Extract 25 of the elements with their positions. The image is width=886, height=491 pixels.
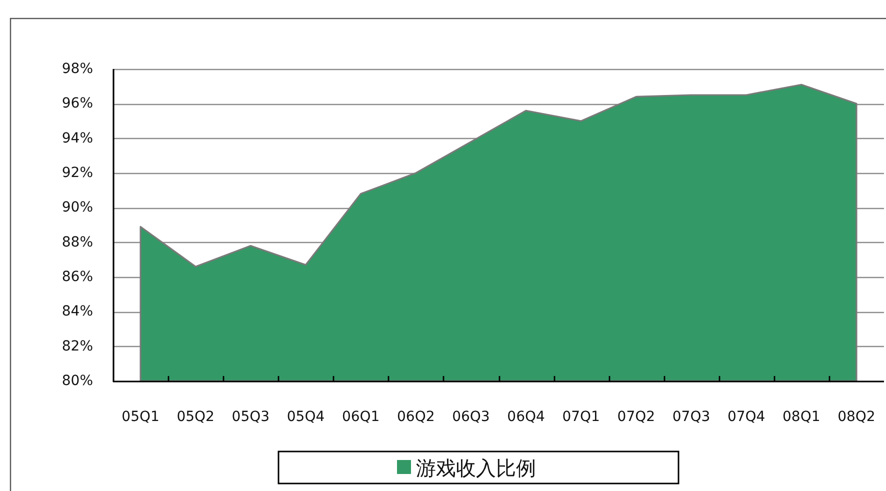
y-tick-label: 86% [62,269,93,285]
x-tick-label: 06Q2 [397,409,435,425]
x-tick-label: 05Q3 [232,409,270,425]
x-tick-label: 05Q1 [122,409,160,425]
y-tick-label: 98% [62,61,93,77]
y-tick-label: 94% [62,130,93,146]
x-tick-label: 06Q4 [507,409,545,425]
legend: 游戏收入比例 [278,450,680,484]
x-tick-label: 07Q4 [727,409,766,425]
x-tick-label: 07Q1 [562,409,600,425]
y-tick-label: 90% [62,200,93,216]
x-tick-label: 08Q1 [782,409,820,425]
y-tick-label: 80% [62,373,93,389]
y-tick-label: 84% [62,304,93,320]
y-tick-label: 82% [62,338,93,354]
x-tick-label: 07Q3 [672,409,710,425]
x-tick-label: 05Q4 [286,409,325,425]
x-tick-label: 06Q1 [342,409,380,425]
x-tick-label: 05Q2 [176,409,214,425]
x-tick-label: 06Q3 [452,409,490,425]
x-tick-label: 08Q2 [838,409,876,425]
y-tick-label: 88% [62,234,93,250]
y-tick-label: 92% [62,165,93,181]
y-tick-label: 96% [62,96,93,112]
x-tick-label: 07Q2 [617,409,656,425]
